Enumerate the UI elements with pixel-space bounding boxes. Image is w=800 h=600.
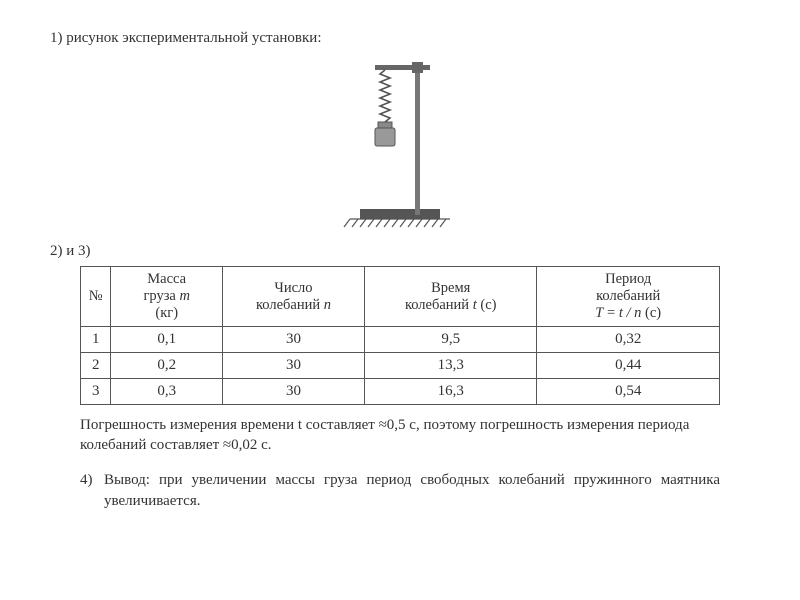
conclusion: 4) Вывод: при увеличении массы груза пер…	[80, 470, 720, 512]
cell: 0,32	[537, 327, 720, 353]
cell: 0,1	[111, 327, 223, 353]
cell: 0,2	[111, 353, 223, 379]
cell: 0,44	[537, 353, 720, 379]
cell: 30	[222, 379, 364, 405]
col-mass-l1: Масса	[147, 271, 186, 287]
col-n-var: n	[324, 297, 331, 313]
cell: 13,3	[364, 353, 536, 379]
col-T-l2: колебаний	[596, 288, 660, 304]
table-header-row: № Масса груза m (кг) Число колебаний n В…	[81, 267, 720, 327]
col-n-l2: колебаний	[256, 297, 320, 313]
cell: 16,3	[364, 379, 536, 405]
weight-cap	[378, 122, 392, 128]
spring	[380, 70, 390, 122]
col-mass-unit: (кг)	[155, 305, 178, 321]
cell: 9,5	[364, 327, 536, 353]
col-mass-l2: груза	[143, 288, 175, 304]
cell: 2	[81, 353, 111, 379]
col-mass: Масса груза m (кг)	[111, 267, 223, 327]
col-t-l1: Время	[431, 280, 470, 296]
error-note: Погрешность измерения времени t составля…	[80, 415, 720, 456]
section-1-title: 1) рисунок экспериментальной установки:	[50, 30, 750, 47]
col-t-l2: колебаний	[405, 297, 469, 313]
cell: 0,3	[111, 379, 223, 405]
col-n-l1: Число	[274, 280, 312, 296]
base-plate	[360, 209, 440, 219]
table-row: 2 0,2 30 13,3 0,44	[81, 353, 720, 379]
conclusion-num: 4)	[80, 470, 104, 512]
cell: 3	[81, 379, 111, 405]
apparatus-diagram-wrap	[50, 57, 750, 237]
ground-hatch	[344, 219, 450, 227]
col-T-eq: =	[603, 305, 618, 321]
col-t-var: t	[473, 297, 477, 313]
col-T-unit: (с)	[641, 305, 661, 321]
table-row: 3 0,3 30 16,3 0,54	[81, 379, 720, 405]
col-T: Период колебаний T = t / n (с)	[537, 267, 720, 327]
col-mass-var: m	[179, 288, 189, 304]
conclusion-body: Вывод: при увеличении массы груза период…	[104, 470, 720, 512]
col-num: №	[81, 267, 111, 327]
col-T-l1: Период	[605, 271, 651, 287]
table-body: 1 0,1 30 9,5 0,32 2 0,2 30 13,3 0,44 3 0…	[81, 327, 720, 405]
cell: 30	[222, 327, 364, 353]
cell: 1	[81, 327, 111, 353]
stand-rod	[415, 65, 420, 215]
apparatus-diagram	[320, 57, 480, 237]
col-t: Время колебаний t (с)	[364, 267, 536, 327]
top-clamp	[412, 62, 423, 73]
section-2-3-label: 2) и 3)	[50, 243, 750, 260]
table-row: 1 0,1 30 9,5 0,32	[81, 327, 720, 353]
weight-body	[375, 128, 395, 146]
cell: 0,54	[537, 379, 720, 405]
col-n: Число колебаний n	[222, 267, 364, 327]
data-table: № Масса груза m (кг) Число колебаний n В…	[80, 266, 720, 405]
col-T-tn: t / n	[619, 305, 642, 321]
col-t-unit: (с)	[480, 297, 496, 313]
cell: 30	[222, 353, 364, 379]
